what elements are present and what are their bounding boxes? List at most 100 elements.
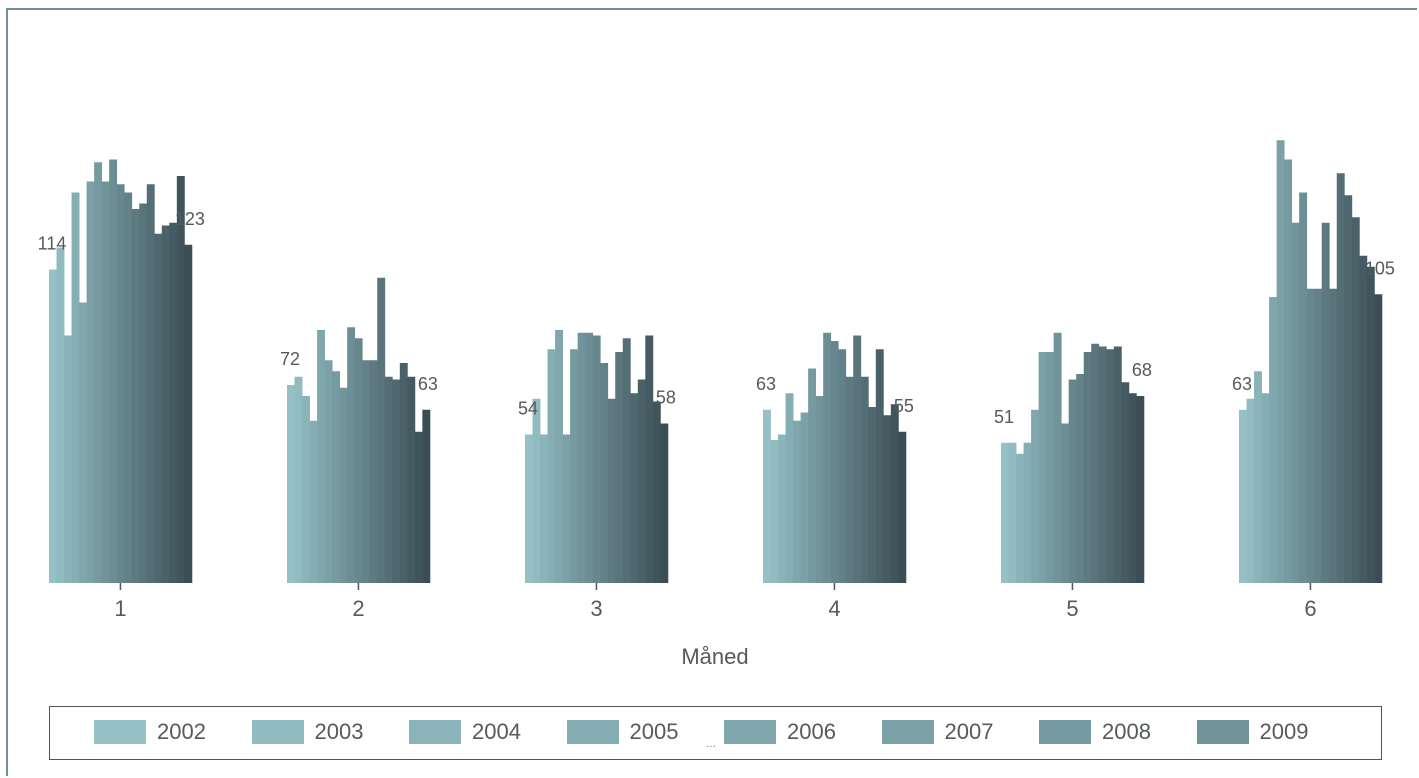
bar-month-6-series-11	[1314, 288, 1323, 583]
bar-month-2-series-12	[369, 360, 378, 583]
legend-label: 2009	[1259, 719, 1309, 744]
bar-month-6-series-6	[1276, 140, 1285, 583]
bar-month-5-series-19	[1136, 396, 1145, 583]
legend-label: 2007	[944, 719, 994, 744]
bar-month-4-series-6	[800, 412, 809, 583]
bar-month-5-series-17	[1121, 382, 1130, 583]
bar-month-2-series-7	[332, 371, 341, 583]
legend-label: 2008	[1102, 719, 1151, 744]
bar-month-6-series-15	[1344, 195, 1353, 583]
bar-month-3-series-19	[660, 423, 669, 583]
bar-month-5-series-14	[1098, 346, 1107, 583]
bar-month-6-series-17	[1359, 255, 1368, 583]
legend-label: 2006	[787, 719, 836, 744]
bar-month-6-series-18	[1366, 266, 1375, 583]
bar-month-6-series-1	[1239, 409, 1247, 583]
bar-month-6-series-8	[1291, 222, 1300, 583]
bar-month-1-series-13	[139, 203, 148, 583]
bar-month-5-series-11	[1076, 374, 1085, 583]
legend-label: 2003	[314, 719, 364, 744]
legend-swatch	[566, 720, 619, 744]
data-label-first-month-2: 72	[280, 349, 300, 369]
bar-month-4-series-14	[860, 376, 869, 583]
bar-month-3-series-6	[562, 434, 571, 583]
bar-month-1-series-4	[71, 192, 80, 583]
bar-month-6-series-10	[1306, 288, 1315, 583]
bar-month-1-series-11	[124, 192, 133, 583]
bar-month-2-series-17	[407, 376, 416, 583]
bar-month-1-series-9	[109, 159, 118, 583]
bar-month-3-series-5	[555, 330, 563, 583]
bar-month-2-series-15	[392, 379, 401, 583]
data-label-first-month-4: 63	[756, 374, 776, 394]
bar-month-3-series-15	[630, 393, 639, 583]
bar-month-4-series-10	[830, 341, 839, 583]
bar-month-3-series-4	[547, 349, 556, 583]
legend-item-2003[interactable]: 2003	[251, 719, 364, 745]
bar-month-4-series-3	[778, 434, 786, 583]
bar-month-2-series-10	[354, 338, 363, 583]
bar-month-2-series-5	[317, 330, 325, 583]
bar-month-2-series-1	[287, 385, 295, 583]
x-tick-label-6: 6	[1304, 596, 1316, 621]
legend-item-2006[interactable]: 2006	[724, 719, 836, 745]
data-label-last-month-4: 55	[894, 396, 914, 416]
bar-month-2-series-13	[377, 277, 386, 583]
data-label-last-month-5: 68	[1132, 360, 1152, 380]
legend-item-2004[interactable]: 2004	[409, 719, 521, 745]
legend-label: 2004	[472, 719, 521, 744]
bar-month-1-series-3	[64, 335, 72, 583]
legend-more-indicator[interactable]: ...	[706, 736, 717, 750]
legend-item-2007[interactable]: 2007	[881, 719, 994, 745]
bar-month-2-series-18	[414, 431, 423, 583]
legend-swatch	[94, 720, 146, 744]
bar-month-4-series-7	[808, 368, 817, 583]
bar-month-4-series-1	[763, 409, 771, 583]
bar-month-5-series-6	[1038, 352, 1047, 583]
bar-month-5-series-4	[1023, 442, 1032, 583]
bar-month-4-series-19	[898, 431, 907, 583]
legend-item-2002[interactable]: 2002	[94, 719, 206, 745]
bar-month-1-series-14	[146, 184, 155, 583]
legend-swatch	[724, 720, 776, 744]
bar-month-5-series-16	[1113, 346, 1122, 583]
bar-month-1-series-18	[176, 176, 185, 583]
bar-month-4-series-12	[845, 376, 854, 583]
legend-item-2005[interactable]: 2005	[566, 719, 678, 745]
x-tick-label-4: 4	[828, 596, 840, 621]
bar-month-1-series-12	[131, 209, 140, 583]
bar-month-1-series-5	[79, 302, 87, 583]
bar-month-3-series-13	[615, 352, 624, 583]
legend-item-2008[interactable]: 2008	[1039, 719, 1151, 745]
x-axis-title: Måned	[681, 644, 748, 669]
legend-swatch	[251, 720, 304, 744]
bar-month-4-series-16	[875, 349, 884, 583]
bar-month-5-series-12	[1083, 352, 1092, 583]
data-label-first-month-5: 51	[994, 407, 1014, 427]
bar-month-1-series-15	[154, 233, 163, 583]
bar-month-6-series-3	[1254, 371, 1262, 583]
bar-month-6-series-13	[1329, 288, 1338, 583]
bar-month-5-series-5	[1031, 409, 1039, 583]
legend-swatch	[1196, 720, 1249, 744]
x-tick-label-5: 5	[1066, 596, 1078, 621]
bar-month-5-series-7	[1046, 352, 1055, 583]
bar-month-1-series-6	[86, 181, 95, 583]
bar-month-4-series-15	[868, 407, 877, 583]
data-label-last-month-6: 105	[1365, 258, 1395, 278]
legend-swatch	[881, 720, 934, 744]
legend-item-2009[interactable]: 2009	[1196, 719, 1309, 745]
bar-month-3-series-18	[652, 401, 661, 583]
bar-month-3-series-7	[570, 349, 579, 583]
data-label-first-month-1: 114	[38, 234, 67, 254]
bar-month-4-series-17	[883, 415, 892, 583]
bar-month-4-series-2	[770, 440, 779, 583]
x-tick-label-1: 1	[114, 596, 126, 621]
bar-month-2-series-6	[324, 360, 333, 583]
bar-month-6-series-2	[1246, 398, 1255, 583]
bar-month-5-series-9	[1061, 423, 1070, 583]
bar-month-5-series-10	[1068, 379, 1077, 583]
bar-month-5-series-3	[1016, 453, 1024, 583]
bar-month-3-series-17	[645, 335, 654, 583]
